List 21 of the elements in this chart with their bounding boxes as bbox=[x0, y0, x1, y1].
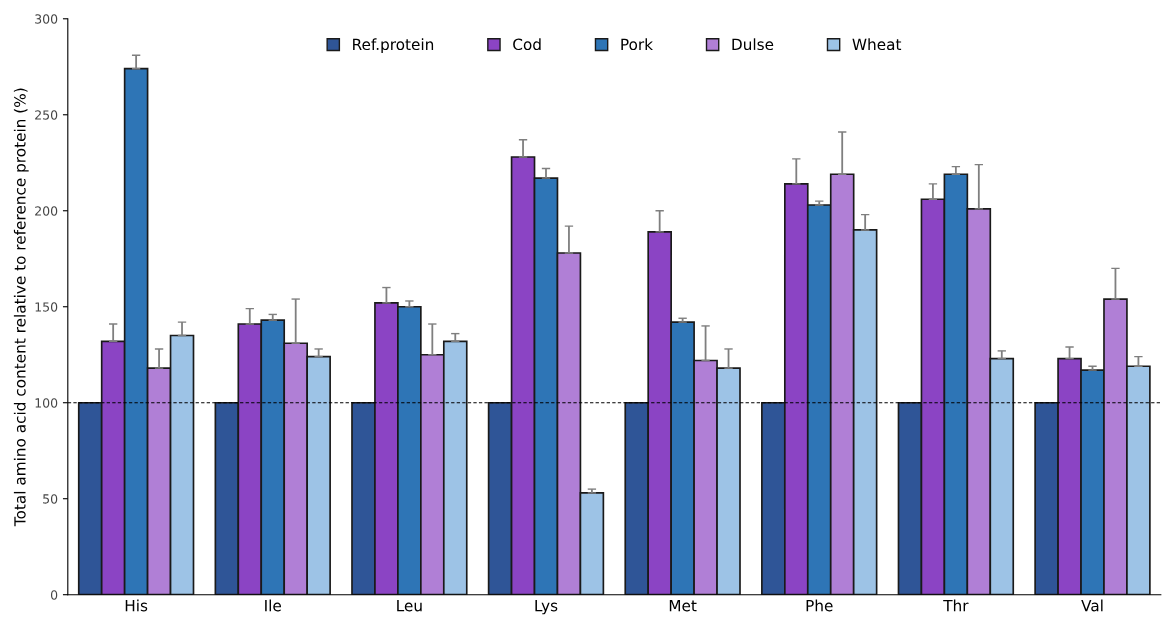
y-tick-label: 100 bbox=[35, 398, 58, 408]
y-tick-label: 0 bbox=[50, 590, 58, 600]
y-axis-title: Total amino acid content relative to reference protein (%) bbox=[13, 88, 29, 527]
x-tick-label: Leu bbox=[397, 600, 422, 612]
y-tick-label: 250 bbox=[35, 110, 58, 120]
y-tick-label: 50 bbox=[43, 494, 58, 504]
x-tick-label: His bbox=[125, 599, 148, 612]
x-tick-label: Ile bbox=[265, 599, 281, 612]
legend-label: Cod bbox=[513, 38, 541, 51]
y-tick-label: 200 bbox=[35, 206, 58, 216]
x-tick-label: Thr bbox=[943, 599, 969, 612]
legend-label: Pork bbox=[621, 38, 653, 51]
legend-label: Ref.protein bbox=[353, 38, 434, 54]
y-tick-label: 150 bbox=[35, 302, 58, 312]
x-tick-label: Met bbox=[669, 600, 697, 612]
y-tick-label: 300 bbox=[35, 14, 58, 24]
x-tick-label: Lys bbox=[535, 600, 558, 615]
legend-label: Wheat bbox=[852, 38, 902, 51]
x-tick-label: Phe bbox=[806, 599, 833, 612]
legend-label: Dulse bbox=[732, 38, 774, 51]
x-tick-label: Val bbox=[1081, 599, 1103, 612]
